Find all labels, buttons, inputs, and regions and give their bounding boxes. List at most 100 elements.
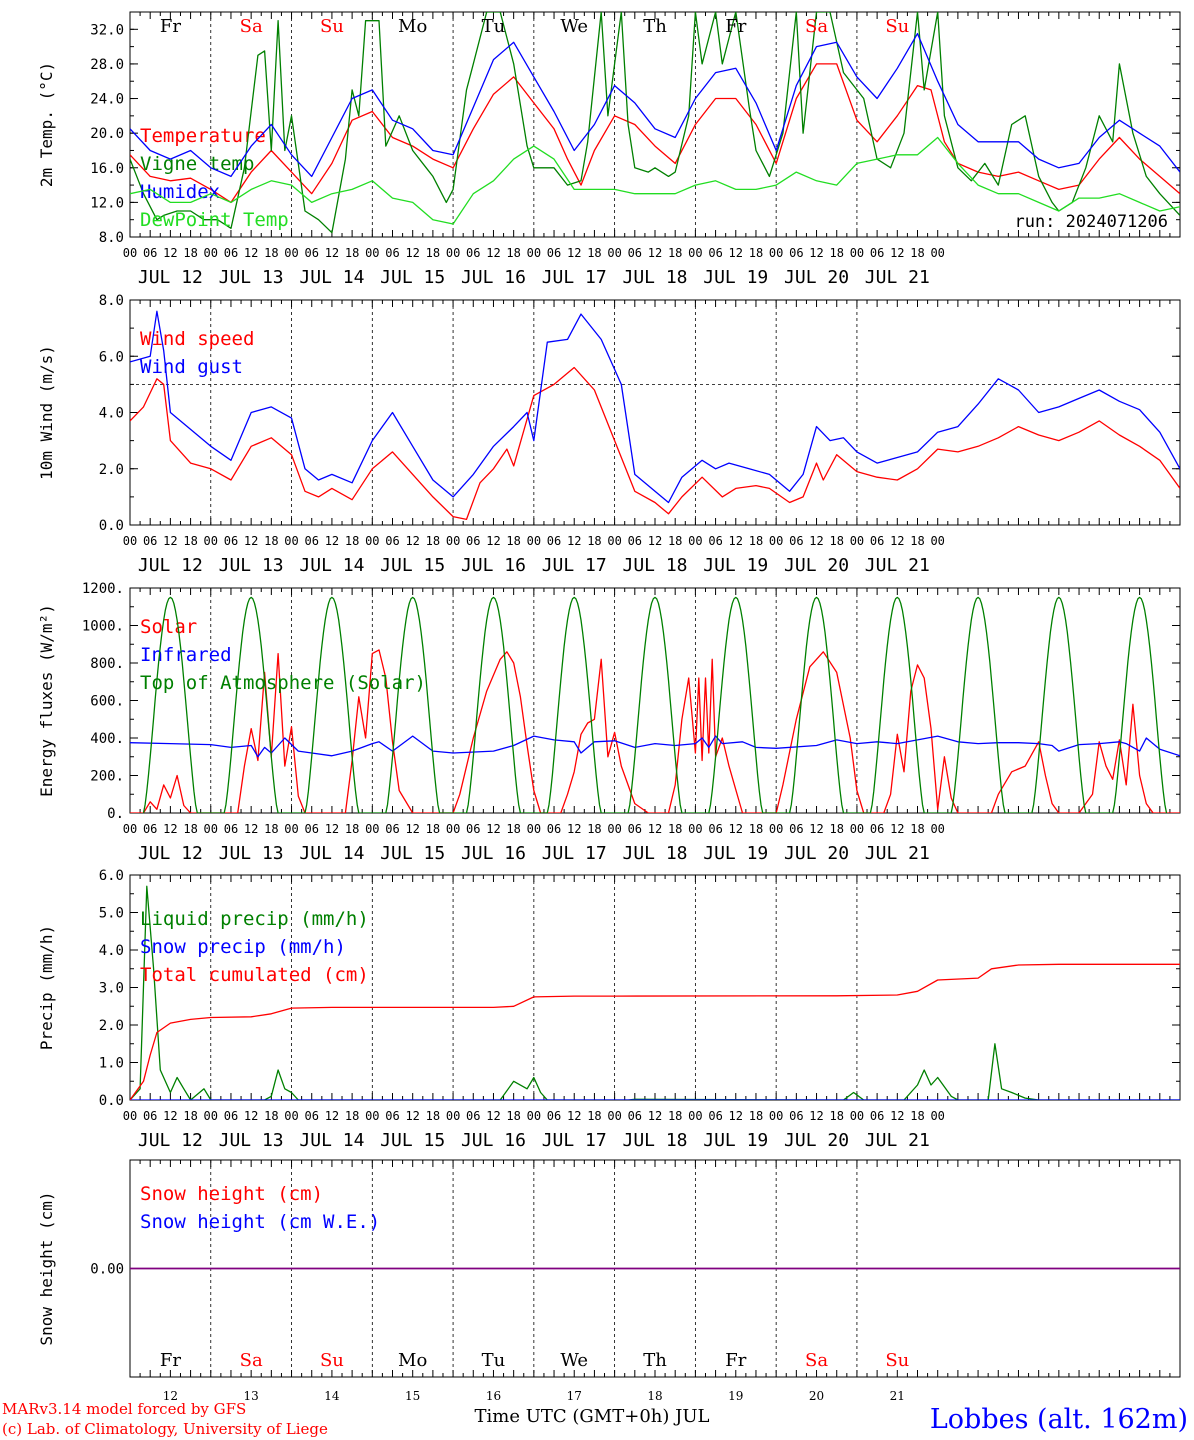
legend-entry: Solar — [140, 616, 197, 638]
legend-entry: Snow precip (mm/h) — [140, 936, 346, 958]
x-hour-label: 12 — [486, 1109, 500, 1123]
legend-entry: Top of Atmosphere (Solar) — [140, 672, 426, 694]
panel-5: 0.00 Snow height (cm) Snow height (cm) Snow… — [37, 1159, 1181, 1378]
x-day-label: JUL 13 — [219, 1130, 284, 1151]
legend-entry: Wind speed — [140, 328, 254, 350]
x-hour-label: 06 — [385, 246, 399, 260]
x-day-label: JUL 20 — [784, 555, 849, 576]
x-hour-label: 12 — [890, 822, 904, 836]
weekday-label-bottom: Sa — [240, 1350, 263, 1371]
x-hour-label: 12 — [567, 822, 581, 836]
y-tick-label: 6.0 — [99, 868, 124, 884]
x-hour-label: 12 — [244, 822, 258, 836]
x-hour-label: 06 — [789, 822, 803, 836]
y-tick-label: 4.0 — [99, 406, 124, 422]
x-hour-label: 06 — [224, 534, 238, 548]
x-hour-label: 00 — [284, 534, 298, 548]
x-hour-label: 18 — [345, 1109, 359, 1123]
x-hour-label: 12 — [648, 534, 662, 548]
x-hour-label: 18 — [264, 822, 278, 836]
x-hour-label: 00 — [365, 246, 379, 260]
weekday-label-top: Sa — [805, 16, 828, 37]
x-hour-label: 06 — [708, 822, 722, 836]
x-hour-label: 06 — [789, 534, 803, 548]
weekday-label-top: Sa — [240, 16, 263, 37]
plot-frame — [129, 587, 1181, 814]
weekday-label-top: Tu — [482, 16, 506, 37]
x-hour-label: 06 — [143, 1109, 157, 1123]
y-tick-label: 8.0 — [99, 293, 124, 309]
x-hour-label: 00 — [527, 246, 541, 260]
x-hour-label: 00 — [284, 1109, 298, 1123]
x-hour-label: 00 — [930, 822, 944, 836]
x-hour-label: 12 — [567, 246, 581, 260]
x-hour-label: 00 — [527, 822, 541, 836]
x-hour-label: 18 — [506, 1109, 520, 1123]
x-hour-label: 12 — [729, 1109, 743, 1123]
y-tick-label: 2.0 — [99, 1018, 124, 1034]
x-hour-label: 18 — [426, 246, 440, 260]
x-day-label: JUL 17 — [542, 555, 607, 576]
run-label: run: 2024071206 — [1014, 212, 1168, 232]
y-tick-label: 1.0 — [99, 1056, 124, 1072]
x-hour-label: 00 — [850, 822, 864, 836]
x-hour-label: 00 — [446, 822, 460, 836]
x-day-label: JUL 17 — [542, 267, 607, 288]
x-hour-label: 06 — [385, 1109, 399, 1123]
x-day-label: JUL 20 — [784, 267, 849, 288]
x-hour-label: 18 — [183, 822, 197, 836]
x-hour-label: 06 — [789, 1109, 803, 1123]
x-hour-label: 00 — [123, 246, 137, 260]
x-hour-label: 12 — [244, 246, 258, 260]
x-hour-label: 18 — [264, 246, 278, 260]
x-day-label: JUL 16 — [461, 267, 526, 288]
day-number-label: 19 — [728, 1389, 743, 1403]
panel-2: 0.0 2.0 4.0 6.0 8.0 10m Wind (m/s) Wind speed W… — [37, 293, 1181, 576]
x-hour-label: 06 — [143, 534, 157, 548]
x-hour-label: 18 — [183, 534, 197, 548]
x-hour-label: 18 — [506, 534, 520, 548]
x-hour-label: 00 — [607, 246, 621, 260]
weekday-label-top: Su — [320, 16, 344, 37]
x-hour-label: 12 — [890, 246, 904, 260]
x-day-label: JUL 18 — [622, 267, 687, 288]
x-day-label: JUL 19 — [703, 555, 768, 576]
x-hour-label: 00 — [850, 534, 864, 548]
x-hour-label: 18 — [264, 534, 278, 548]
x-hour-label: 18 — [183, 1109, 197, 1123]
x-hour-label: 18 — [587, 534, 601, 548]
x-hour-label: 06 — [143, 822, 157, 836]
y-axis-label: 2m Temp. (°C) — [37, 62, 56, 187]
x-day-label: JUL 14 — [299, 267, 364, 288]
x-hour-label: 06 — [466, 822, 480, 836]
x-hour-label: 06 — [547, 246, 561, 260]
x-day-label: JUL 21 — [865, 555, 930, 576]
x-hour-label: 06 — [305, 1109, 319, 1123]
weekday-label-bottom: Mo — [398, 1350, 427, 1371]
y-tick-label: 0.0 — [99, 518, 124, 534]
y-tick-label: 800. — [90, 656, 124, 672]
x-hour-label: 06 — [466, 534, 480, 548]
x-day-label: JUL 12 — [138, 267, 203, 288]
y-tick-label: 5.0 — [99, 906, 124, 922]
x-hour-label: 18 — [587, 822, 601, 836]
x-hour-label: 06 — [143, 246, 157, 260]
panel-3: 0. 200. 400. 600. 800. 1000. 1200. Energy fluxe… — [37, 581, 1181, 864]
x-day-label: JUL 16 — [461, 555, 526, 576]
x-hour-label: 00 — [769, 246, 783, 260]
x-hour-label: 06 — [628, 534, 642, 548]
x-hour-label: 00 — [769, 534, 783, 548]
x-hour-label: 12 — [809, 534, 823, 548]
x-day-label: JUL 16 — [461, 1130, 526, 1151]
x-hour-label: 06 — [305, 534, 319, 548]
x-hour-label: 06 — [628, 246, 642, 260]
x-hour-label: 00 — [769, 1109, 783, 1123]
x-day-label: JUL 18 — [622, 843, 687, 864]
x-hour-label: 00 — [850, 246, 864, 260]
x-hour-label: 06 — [708, 1109, 722, 1123]
x-hour-label: 06 — [385, 822, 399, 836]
panel-4: 0.0 1.0 2.0 3.0 4.0 5.0 6.0 Precip (mm/h) Liquid… — [37, 868, 1181, 1151]
x-hour-label: 18 — [587, 1109, 601, 1123]
x-day-label: JUL 18 — [622, 555, 687, 576]
x-hour-label: 06 — [870, 246, 884, 260]
